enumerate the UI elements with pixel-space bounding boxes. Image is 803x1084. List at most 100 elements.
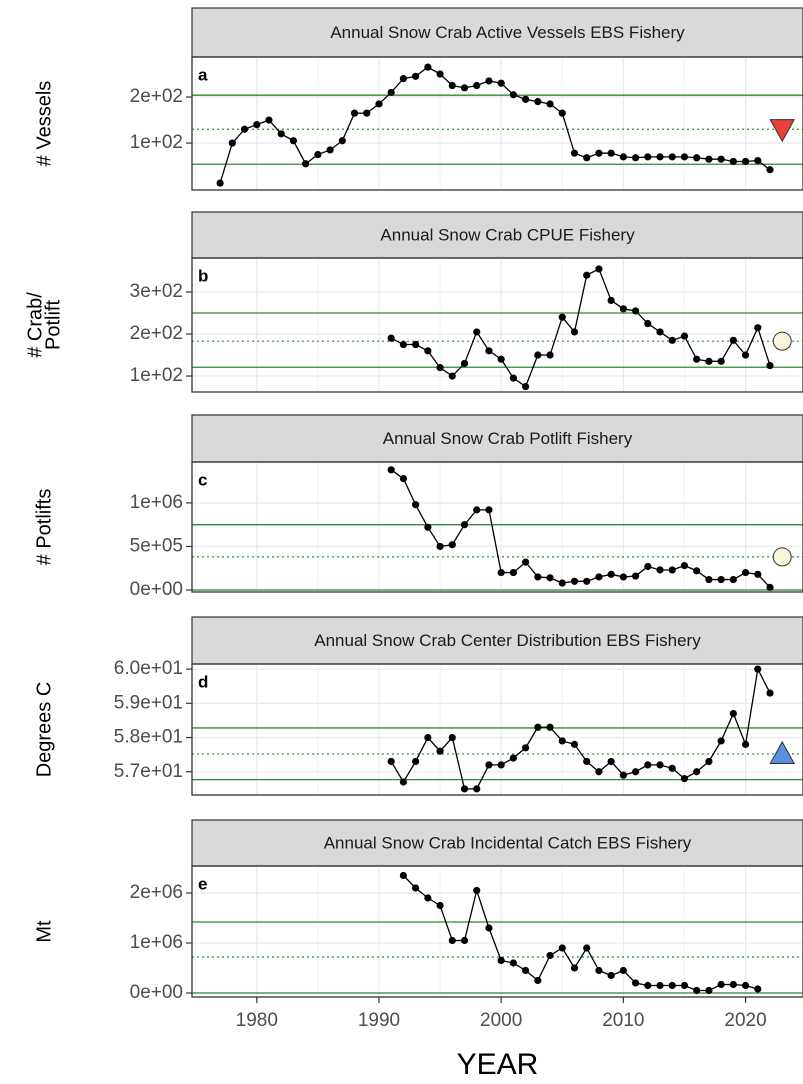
data-point [350,109,359,117]
data-point [436,901,444,910]
data-point [705,575,713,584]
data-point [570,149,579,157]
panel-label: b [198,266,208,285]
data-point [448,372,456,380]
data-point [705,757,713,766]
data-point [497,956,505,965]
data-point [717,575,725,584]
data-point [473,506,481,514]
data-point [668,764,676,772]
y-axis-label: Degrees C [33,682,55,778]
data-point [534,976,542,985]
data-point [522,744,530,752]
data-point [668,566,676,574]
data-point [497,79,505,87]
data-point [693,154,701,162]
data-point [460,936,469,945]
data-point [693,986,701,995]
y-tick-label: 6.0e+01 [114,658,183,679]
data-point [387,466,395,474]
data-point [570,328,579,336]
data-point [619,573,627,581]
data-point [509,568,517,577]
data-point [546,574,554,582]
data-point [729,157,737,166]
data-point [485,924,493,932]
panel-label: a [198,65,208,84]
data-point [729,575,737,584]
data-point [570,577,579,585]
data-point [741,740,750,748]
trend-marker [772,547,792,567]
data-point [668,336,676,344]
x-tick-label: 2010 [602,1010,644,1031]
data-point [387,757,395,766]
data-line [390,268,771,388]
trend-marker [772,331,792,351]
plot-frame [191,257,803,393]
data-point [424,347,432,355]
data-point [766,361,774,370]
data-point [534,723,542,731]
data-point [656,566,664,574]
data-point [693,567,701,575]
data-point [754,156,762,165]
data-point [497,568,505,577]
plot-frame [191,663,803,796]
strip-title: Annual Snow Crab Active Vessels EBS Fish… [330,23,685,42]
panel-label: c [198,470,207,489]
data-point [766,689,774,697]
data-point [412,884,420,892]
data-point [448,541,456,549]
y-tick-label: 1e+06 [130,932,183,953]
data-point [448,733,456,742]
data-point [460,359,469,368]
strip-title: Annual Snow Crab Potlift Fishery [383,429,633,448]
data-point [460,521,469,529]
data-point [399,778,408,786]
trend-marker [769,740,796,765]
data-point [595,265,603,273]
data-point [754,985,762,993]
plot-frame [191,461,803,593]
strip-title: Annual Snow Crab Incidental Catch EBS Fi… [324,833,692,852]
data-point [485,347,493,355]
data-point [607,149,615,157]
data-point [631,979,640,987]
data-point [680,562,689,570]
data-point [485,506,493,514]
y-axis-label: Potlift [42,300,64,350]
strip [191,819,803,867]
data-point [766,166,774,174]
data-point [754,665,762,673]
data-point [424,523,432,531]
data-point [717,357,725,365]
y-tick-label: 0e+00 [130,982,183,1003]
data-point [424,894,432,902]
y-tick-label: 1e+06 [130,492,183,513]
data-point [424,733,432,742]
data-point [680,981,689,990]
data-point [399,340,408,349]
data-point [583,757,591,766]
data-point [534,573,542,581]
strip [191,7,803,58]
data-point [363,109,371,117]
y-tick-label: 2e+02 [130,86,183,107]
data-point [705,986,713,995]
data-point [631,572,640,580]
y-tick-label: 5.8e+01 [114,727,183,748]
data-point [693,768,701,776]
data-point [448,936,456,945]
data-point [387,88,395,97]
strip [191,616,803,665]
data-point [546,100,554,108]
y-tick-label: 1e+02 [130,132,183,153]
data-point [729,709,737,718]
data-point [717,980,725,989]
y-tick-label: 2e+06 [130,882,183,903]
data-point [656,981,664,990]
data-point [717,155,725,163]
data-point [473,328,481,336]
strip [191,414,803,463]
